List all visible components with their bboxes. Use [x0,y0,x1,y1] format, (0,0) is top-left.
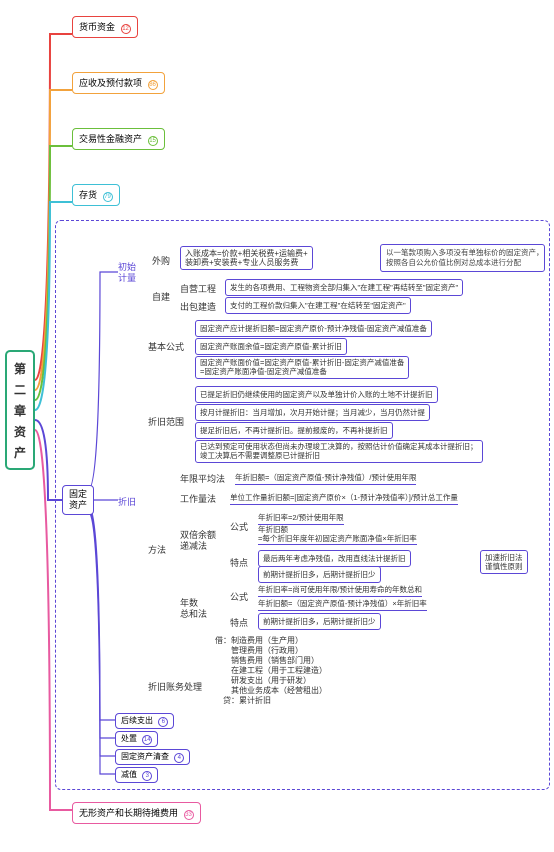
text-syd-1: 年折旧率=尚可使用年限/预计使用寿命的年数总和 [258,584,422,597]
count-badge: 14 [142,735,152,745]
text-syd-2: 年折旧额=（固定资产原值-预计净残值）×年折旧率 [258,598,427,611]
leaf-ziying: 发生的各项费用、工程物资全部归集入"在建工程"再结转至"固定资产" [225,279,463,296]
label-zijian: 自建 [152,290,170,303]
node-label: 减值 [121,770,137,779]
count-badge: 6 [158,717,168,727]
text-method-1: 年折旧额=（固定资产原值-预计净残值）/预计使用年限 [235,472,416,485]
label-accounting: 折旧账务处理 [148,680,202,693]
text-ddb-1: 年折旧率=2/预计使用年限 [258,512,344,525]
node-label: 交易性金融资产 [79,134,142,144]
label-depreciation: 折旧 [118,495,136,508]
leaf-basic-3: 固定资产账面价值=固定资产原值-累计折旧-固定资产减值准备 =固定资产账面净值-… [195,356,409,379]
node-disposal[interactable]: 处置 14 [115,731,158,747]
label-basic-formula: 基本公式 [148,340,184,353]
count-badge: 33 [184,810,194,820]
leaf-basic-1: 固定资产应计提折旧额=固定资产原价-预计净残值-固定资产减值准备 [195,320,432,337]
count-badge: 15 [148,136,158,146]
label-ziying: 自营工程 [180,282,216,295]
label-method-4: 年数总和法 [180,598,207,620]
leaf-scope-1: 已提足折旧仍继续使用的固定资产以及单独计价入账的土地不计提折旧 [195,386,438,403]
node-label: 存货 [79,190,97,200]
label-feature-2: 特点 [230,616,248,629]
root-node: 第 二 章 资 产 [5,350,35,470]
label-chubao: 出包建造 [180,300,216,313]
label-methods: 方法 [148,545,166,556]
leaf-basic-2: 固定资产账面余值=固定资产原值-累计折旧 [195,338,347,355]
node-label: 后续支出 [121,716,153,725]
node-label: 处置 [121,734,137,743]
label-method-1: 年限平均法 [180,472,225,485]
label-formula-2: 公式 [230,590,248,603]
node-label: 无形资产和长期待摊费用 [79,808,178,818]
label-method-3: 双倍余额递减法 [180,530,216,552]
count-badge: 3 [142,771,152,781]
leaf-scope-2: 按月计提折旧：当月增加，次月开始计提；当月减少，当月仍然计提 [195,404,430,421]
leaf-ddb-feat-2: 前期计提折旧多，后期计提折旧少 [258,566,381,583]
callout-allocation: 以一笔款项购入多项没有单独标价的固定资产， 按照各自公允价值比例对总成本进行分配 [380,244,545,272]
node-label: 固定资产清查 [121,752,169,761]
label-initial: 初始计量 [118,262,136,284]
node-trading[interactable]: 交易性金融资产 15 [72,128,165,150]
leaf-scope-4: 已达到预定可使用状态但尚未办理竣工决算的，按照估计价值确定其成本计提折旧； 竣工… [195,440,483,463]
count-badge: 12 [121,24,131,34]
node-fixed-asset[interactable]: 固定资产 [62,485,94,515]
root-char: 二 [14,381,26,398]
node-receivables[interactable]: 应收及预付款项 86 [72,72,165,94]
node-subsequent[interactable]: 后续支出 6 [115,713,174,729]
mindmap-container: 第 二 章 资 产 货币资金 12 应收及预付款项 86 交易性金融资产 15 … [0,0,554,852]
node-currency[interactable]: 货币资金 12 [72,16,138,38]
side-note-accelerated: 加速折旧法 谨慎性原则 [480,550,528,574]
label-method-2: 工作量法 [180,492,216,505]
leaf-waigou-cost: 入账成本=价款+相关税费+运输费+ 装卸费+安装费+专业人员服务费 [180,246,313,270]
root-char: 资 [14,423,26,440]
leaf-ddb-feat-1: 最后两年考虑净残值，改用直线法计提折旧 [258,550,411,567]
root-char: 产 [14,444,26,461]
node-inventory-check[interactable]: 固定资产清查 4 [115,749,190,765]
leaf-syd-feat: 前期计提折旧多，后期计提折旧少 [258,613,381,630]
leaf-chubao: 支付的工程价款归集入"在建工程"在结转至"固定资产" [225,297,411,314]
count-badge: 79 [103,192,113,202]
text-method-2: 单位工作量折旧额=[固定资产原价×（1-预计净残值率）]/预计总工作量 [230,492,458,505]
label-waigou: 外购 [152,254,170,267]
text-ddb-2: 年折旧额 =每个折旧年度年初固定资产账面净值×年折旧率 [258,526,417,545]
node-label: 货币资金 [79,22,115,32]
accounting-entries: 借：制造费用（生产用） 管理费用（行政用） 销售费用（销售部门用） 在建工程（用… [215,636,327,706]
label-formula: 公式 [230,520,248,533]
root-char: 第 [14,360,26,377]
label-scope: 折旧范围 [148,415,184,428]
root-char: 章 [14,402,26,419]
node-impairment[interactable]: 减值 3 [115,767,158,783]
leaf-scope-3: 提足折旧后，不再计提折旧。提前报废的，不再补提折旧 [195,422,393,439]
node-inventory[interactable]: 存货 79 [72,184,120,206]
node-label: 应收及预付款项 [79,78,142,88]
label-feature: 特点 [230,556,248,569]
count-badge: 4 [174,753,184,763]
count-badge: 86 [148,80,158,90]
node-intangible[interactable]: 无形资产和长期待摊费用 33 [72,802,201,824]
